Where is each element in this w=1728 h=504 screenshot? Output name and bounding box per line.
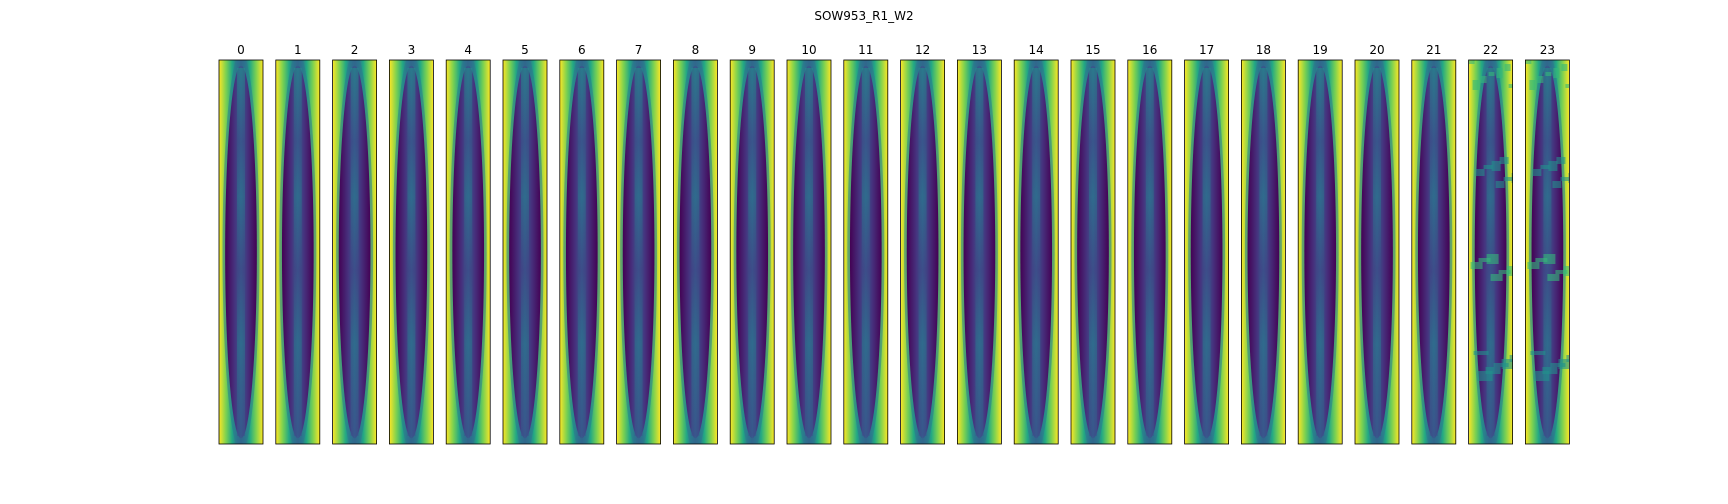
heatmap-panel-6: 6 xyxy=(559,43,605,445)
panel-label-2: 2 xyxy=(351,43,359,57)
heatmap-panel-21: 21 xyxy=(1411,43,1457,445)
panel-frame xyxy=(1070,59,1116,445)
heatmap-panel-3: 3 xyxy=(388,43,434,445)
panel-label-13: 13 xyxy=(972,43,987,57)
panel-label-0: 0 xyxy=(237,43,245,57)
panel-label-1: 1 xyxy=(294,43,302,57)
panel-frame xyxy=(900,59,945,445)
panel-frame xyxy=(673,59,718,445)
heatmap-panel-9: 9 xyxy=(729,43,775,445)
panel-label-22: 22 xyxy=(1483,43,1498,57)
panel-frame xyxy=(616,59,661,445)
panel-label-9: 9 xyxy=(748,43,756,57)
panel-label-7: 7 xyxy=(635,43,643,57)
panel-label-17: 17 xyxy=(1199,43,1214,57)
heatmap-panel-20: 20 xyxy=(1354,43,1400,445)
heatmap-panel-4: 4 xyxy=(445,43,491,445)
panel-label-11: 11 xyxy=(858,43,873,57)
panel-label-8: 8 xyxy=(692,43,700,57)
panel-frame xyxy=(218,59,264,445)
heatmap-panel-22: 22 xyxy=(1468,43,1513,445)
heatmap-panel-5: 5 xyxy=(502,43,548,445)
panel-label-16: 16 xyxy=(1142,43,1157,57)
panel-frame xyxy=(1354,59,1400,445)
heatmap-panel-0: 0 xyxy=(218,43,264,445)
panel-frame xyxy=(843,59,889,445)
panel-frame xyxy=(388,59,434,445)
heatmap-panel-10: 10 xyxy=(786,43,832,445)
panel-frame xyxy=(275,59,321,445)
panel-frame xyxy=(1525,59,1570,445)
panel-frame xyxy=(1013,59,1059,445)
panel-frame xyxy=(1127,59,1173,445)
panel-frame xyxy=(1411,59,1457,445)
panel-label-19: 19 xyxy=(1313,43,1328,57)
panel-frame xyxy=(729,59,775,445)
heatmap-panel-15: 15 xyxy=(1070,43,1116,445)
panel-frame xyxy=(786,59,832,445)
panel-frame xyxy=(502,59,548,445)
panel-frame xyxy=(957,59,1002,445)
panel-label-5: 5 xyxy=(521,43,529,57)
panel-frame xyxy=(559,59,605,445)
panel-label-3: 3 xyxy=(408,43,416,57)
panel-frame xyxy=(332,59,378,445)
panel-label-18: 18 xyxy=(1256,43,1271,57)
panel-frame xyxy=(1184,59,1229,445)
heatmap-panel-23: 23 xyxy=(1525,43,1570,445)
heatmap-panel-1: 1 xyxy=(275,43,321,445)
heatmap-panel-17: 17 xyxy=(1184,43,1229,445)
panel-label-20: 20 xyxy=(1369,43,1384,57)
panel-label-6: 6 xyxy=(578,43,586,57)
panel-frame xyxy=(445,59,491,445)
panel-label-23: 23 xyxy=(1540,43,1555,57)
heatmap-panel-14: 14 xyxy=(1013,43,1059,445)
heatmap-panel-2: 2 xyxy=(332,43,378,445)
heatmap-panel-7: 7 xyxy=(616,43,661,445)
panel-frame xyxy=(1297,59,1343,445)
panel-label-4: 4 xyxy=(464,43,472,57)
panel-label-10: 10 xyxy=(801,43,816,57)
panel-frame xyxy=(1241,59,1286,445)
panel-label-15: 15 xyxy=(1085,43,1100,57)
heatmap-panel-16: 16 xyxy=(1127,43,1173,445)
heatmap-panel-12: 12 xyxy=(900,43,945,445)
panel-label-12: 12 xyxy=(915,43,930,57)
panel-label-21: 21 xyxy=(1426,43,1441,57)
heatmap-panel-11: 11 xyxy=(843,43,889,445)
heatmap-panel-13: 13 xyxy=(957,43,1002,445)
panel-label-14: 14 xyxy=(1029,43,1044,57)
figure-title: SOW953_R1_W2 xyxy=(814,9,913,23)
panel-grid: 0 1 2 3 4 5 6 7 8 9 10 11 12 13 14 15 16 17 18 19 20 21 22 23 xyxy=(218,43,1570,445)
heatmap-panel-18: 18 xyxy=(1241,43,1286,445)
heatmap-panel-8: 8 xyxy=(673,43,718,445)
panel-frame xyxy=(1468,59,1513,445)
heatmap-panel-19: 19 xyxy=(1297,43,1343,445)
